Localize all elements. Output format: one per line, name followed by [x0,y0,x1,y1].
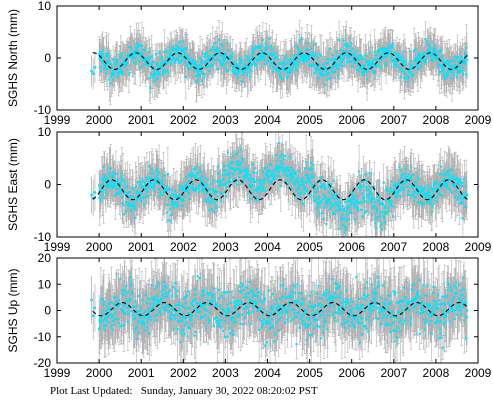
x-tick-label: 2001 [128,113,155,127]
y-tick-label: 0 [44,178,51,192]
early-data-point [90,69,93,73]
plot-updated-footer: Plot Last Updated: Sunday, January 30, 2… [50,385,318,397]
x-tick-label: 2000 [86,240,113,254]
data-points-north [98,37,469,89]
x-tick-label: 1999 [44,113,71,127]
y-tick-label: 0 [44,51,51,65]
x-tick-label: 2007 [380,240,407,254]
x-tick-label: 2008 [423,113,450,127]
early-points-up [90,276,97,340]
x-tick-label: 2003 [212,366,239,380]
x-tick-label: 2004 [254,366,281,380]
data-point-marks [98,275,469,349]
early-points-north [90,51,97,90]
x-tick-label: 2006 [338,113,365,127]
x-tick-label: 2000 [86,366,113,380]
x-tick-label: 2005 [296,113,323,127]
model-fit-line-east [92,179,468,201]
data-points-up [98,275,469,349]
early-data-point [93,306,97,310]
early-data-point [93,65,97,69]
x-tick-label: 2002 [170,113,197,127]
panel-up: 1999 2000 2001 2002 2003 2004 2005 2006 2007 2008… [6,251,492,380]
plot-area-up [90,258,469,363]
early-data-point [91,72,95,75]
y-tick-label: -10 [34,103,52,117]
data-points-east [98,142,469,234]
x-tick-label: 2000 [86,113,113,127]
x-tick-label: 1999 [44,240,71,254]
x-tick-label: 2005 [296,366,323,380]
y-axis-title-north: SGHS North (mm) [6,9,20,107]
plot-area-north [90,20,469,106]
x-tick-label: 2009 [465,366,492,380]
x-tick-label: 2003 [212,240,239,254]
y-tick-label: -10 [34,330,52,344]
y-tick-label: 20 [38,251,52,265]
y-tick-label: 10 [38,125,52,139]
x-tick-label: 2001 [128,366,155,380]
early-data-point [91,314,95,318]
y-tick-label: 10 [38,0,52,13]
x-tick-label: 2009 [465,240,492,254]
y-axis-title-east: SGHS East (mm) [6,138,20,231]
x-tick-label: 2009 [465,113,492,127]
x-tick-label: 1999 [44,366,71,380]
footer-label: Plot Last Updated: [50,385,133,397]
x-tick-label: 2008 [423,366,450,380]
x-tick-label: 2005 [296,240,323,254]
panel-north: 1999 2000 2001 2002 2003 2004 2005 2006 2007 2008… [6,0,492,127]
x-tick-label: 2002 [170,366,197,380]
model-fit-line-north [92,52,468,70]
x-tick-label: 2004 [254,240,281,254]
model-fit-line-up [92,302,468,317]
panel-east: 1999 2000 2001 2002 2003 2004 2005 2006 2007 2008… [6,125,492,254]
x-tick-label: 2001 [128,240,155,254]
y-tick-label: -10 [34,230,52,244]
x-tick-label: 2003 [212,113,239,127]
early-data-point [90,298,93,302]
x-tick-label: 2008 [423,240,450,254]
gps-timeseries-figure: 1999 2000 2001 2002 2003 2004 2005 2006 2007 2008… [6,0,492,380]
x-tick-label: 2006 [338,366,365,380]
x-tick-label: 2004 [254,113,281,127]
data-point-marks [98,142,469,234]
plot-area-east [90,132,469,237]
x-tick-label: 2007 [380,366,407,380]
x-tick-label: 2007 [380,113,407,127]
y-axis-title-up: SGHS Up (mm) [6,268,20,352]
x-tick-label: 2006 [338,240,365,254]
early-data-point [90,193,93,197]
early-data-point [93,190,97,194]
data-point-marks [98,37,469,89]
early-points-east [90,174,97,217]
y-tick-label: -20 [34,356,52,370]
footer-timestamp: Sunday, January 30, 2022 08:20:02 PST [140,385,318,397]
y-tick-label: 10 [38,277,52,291]
x-tick-label: 2002 [170,240,197,254]
y-tick-label: 0 [44,304,51,318]
